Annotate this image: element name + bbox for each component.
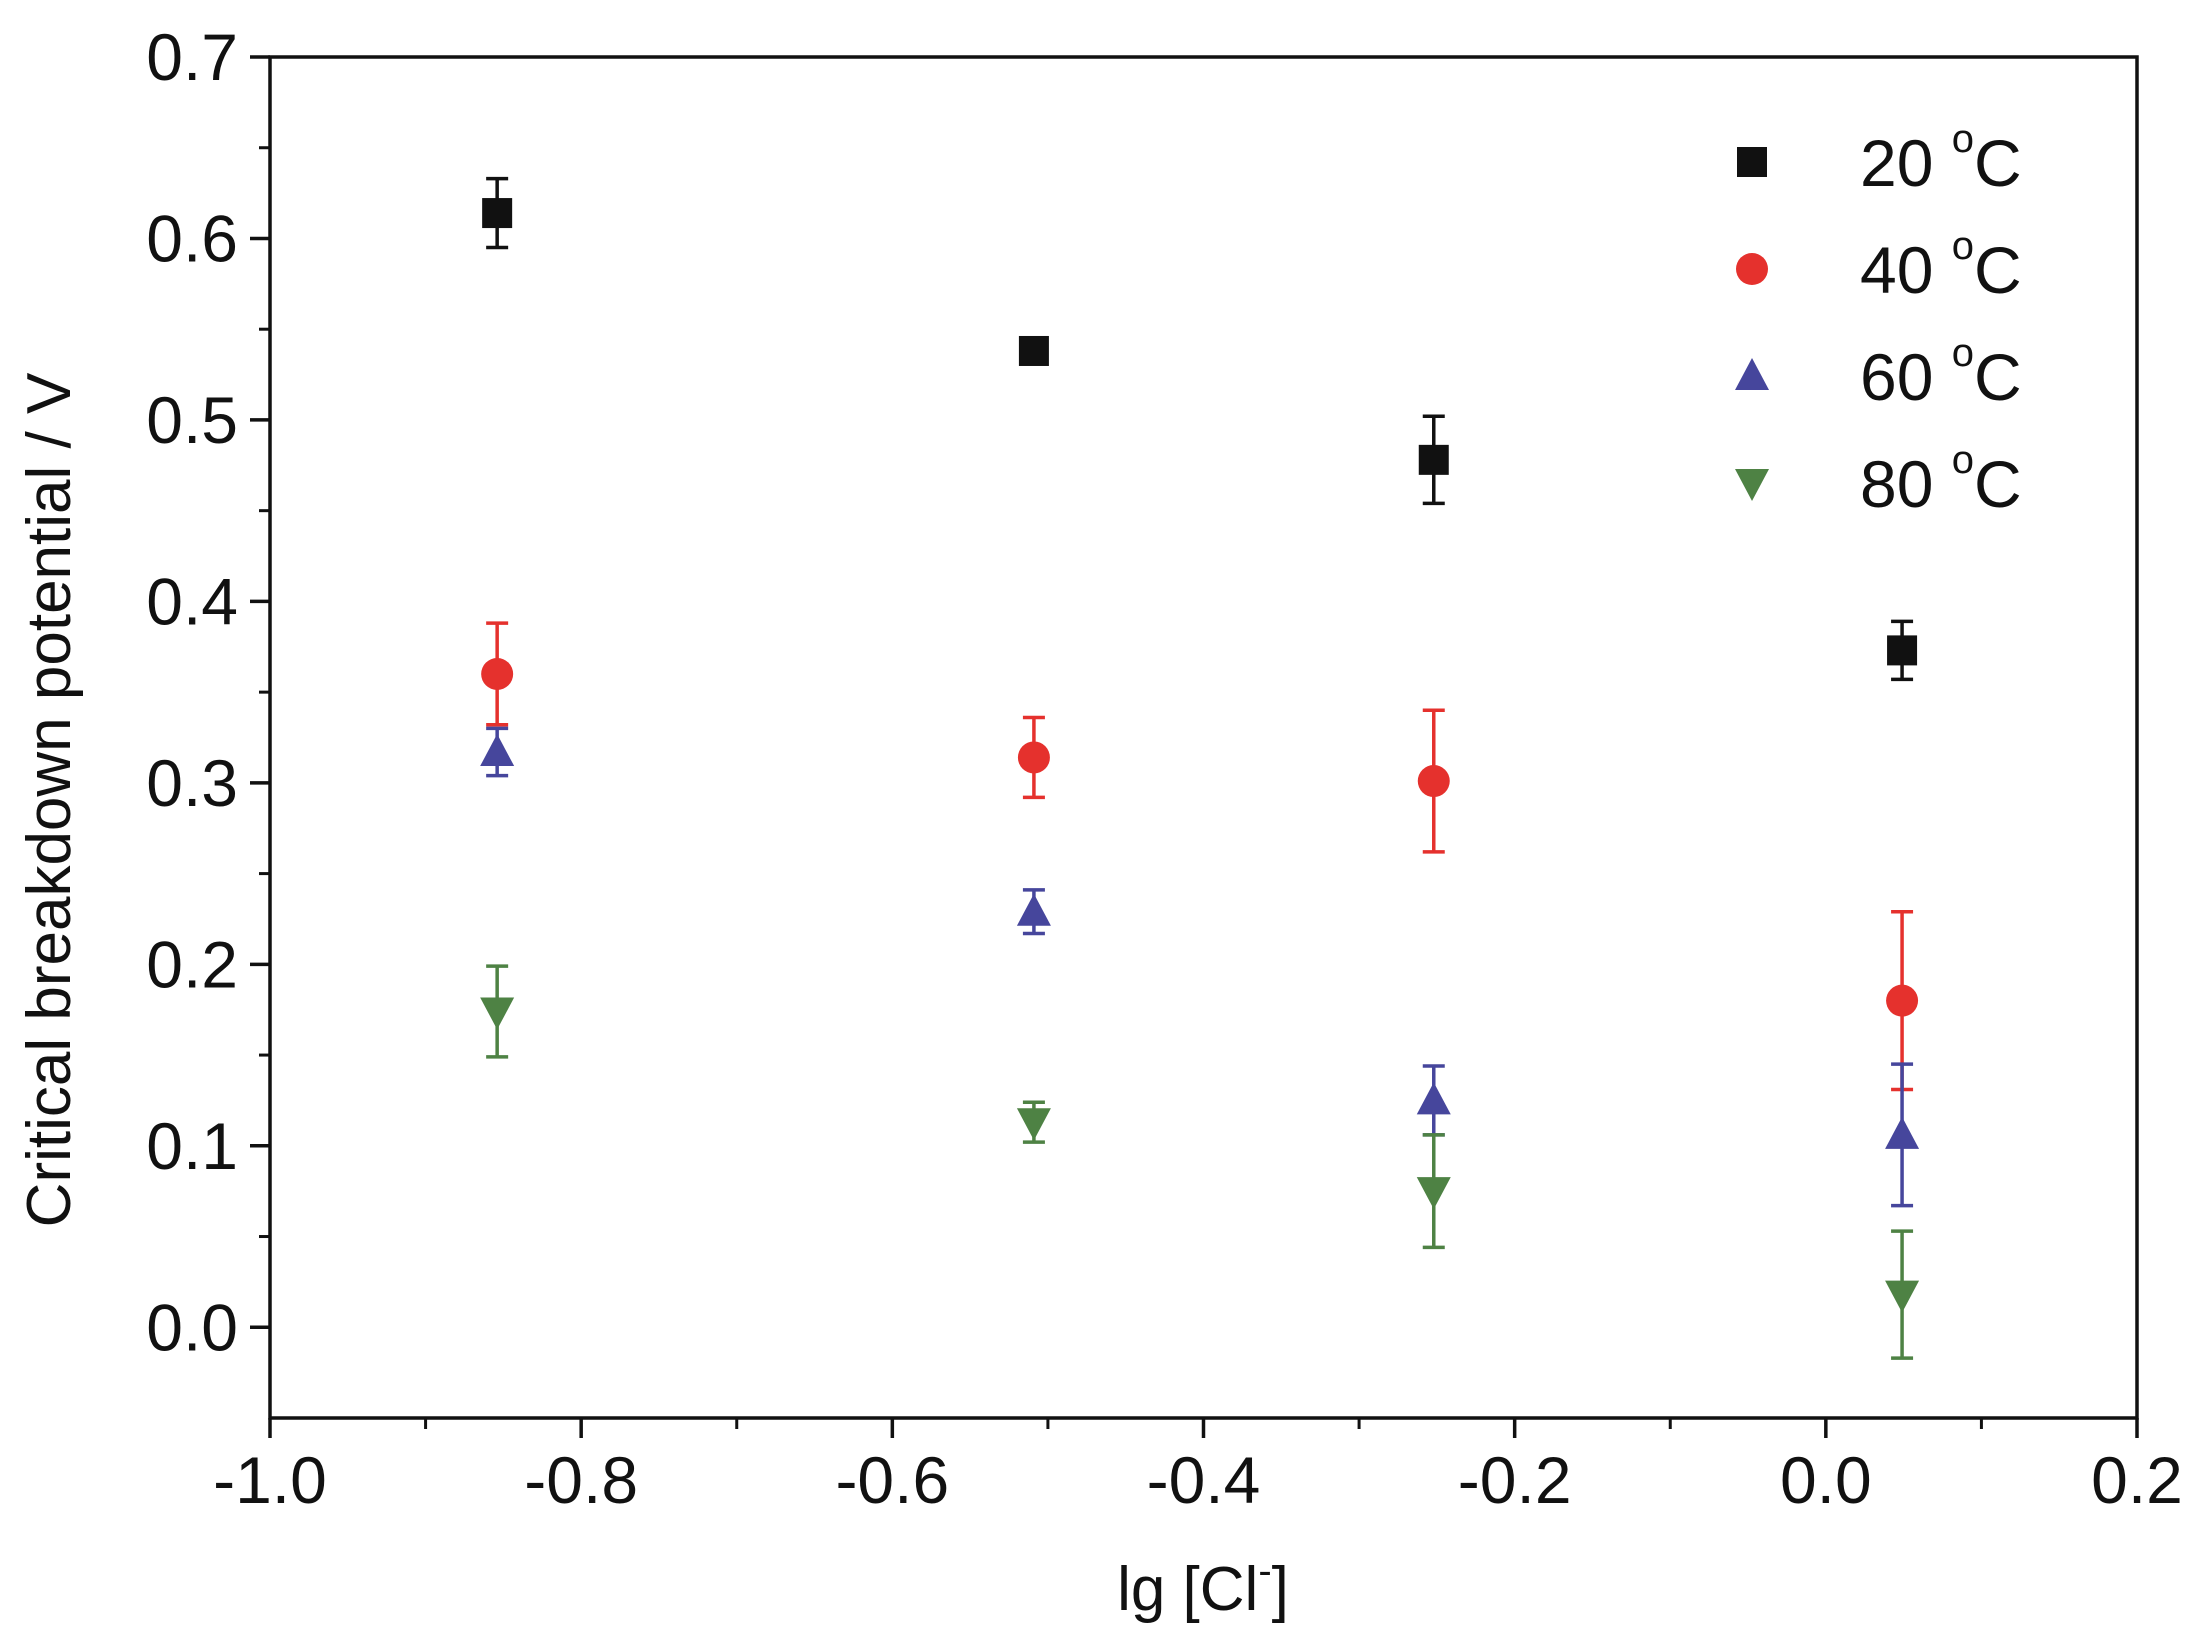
data-point (1887, 635, 1918, 666)
x-tick-label: -0.2 (1458, 1443, 1572, 1517)
data-point (1017, 741, 1050, 774)
y-tick-label: 0.7 (146, 20, 238, 94)
legend-marker (1737, 147, 1767, 177)
y-tick-label: 0.1 (146, 1109, 238, 1183)
y-tick-label: 0.3 (146, 746, 238, 820)
x-tick-label: -0.6 (835, 1443, 949, 1517)
legend: 20 oC 40 oC 60 oC 80 oC (1735, 117, 2022, 521)
x-tick-label: -0.4 (1147, 1443, 1261, 1517)
y-tick-label: 0.2 (146, 927, 238, 1001)
data-point (482, 198, 513, 229)
y-tick-label: 0.4 (146, 564, 238, 638)
axis-ticks (250, 55, 2139, 1438)
plot-frame (268, 55, 2139, 1420)
data-point (1417, 765, 1450, 798)
x-axis-title: lg [Cl-] (1117, 1549, 1289, 1624)
data-point (1018, 335, 1049, 366)
x-tick-label: 0.0 (1780, 1443, 1872, 1517)
axis-tick-labels: -1.0 -0.8 -0.6 -0.4 -0.2 0.0 0.2 0.0 0.1 0.2 0.3 0.… (146, 20, 2183, 1517)
legend-marker (1736, 253, 1768, 285)
x-tick-label: -1.0 (213, 1443, 327, 1517)
legend-marker (1735, 358, 1769, 390)
data-point (1885, 1280, 1920, 1313)
x-tick-label: 0.2 (2091, 1443, 2183, 1517)
data-point (1886, 984, 1919, 1017)
data-point (1885, 1116, 1920, 1149)
legend-marker (1735, 469, 1769, 501)
y-tick-label: 0.6 (146, 201, 238, 275)
legend-label: 20 oC (1860, 117, 2022, 200)
y-axis-title: Critical breakdown potential / V (15, 372, 84, 1227)
data-point (1418, 444, 1449, 475)
y-tick-label: 0.5 (146, 383, 238, 457)
data-point (480, 734, 515, 767)
data-point (1416, 1082, 1451, 1115)
legend-label: 60 oC (1860, 331, 2022, 414)
y-tick-label: 0.0 (146, 1290, 238, 1364)
data-point (480, 997, 515, 1030)
data-point (1416, 1177, 1451, 1210)
legend-label: 40 oC (1860, 224, 2022, 307)
x-tick-label: -0.8 (524, 1443, 638, 1517)
data-points (480, 176, 1920, 1360)
legend-label: 80 oC (1860, 438, 2022, 521)
data-point (1016, 1108, 1051, 1141)
data-point (1016, 893, 1051, 926)
data-point (481, 657, 514, 690)
